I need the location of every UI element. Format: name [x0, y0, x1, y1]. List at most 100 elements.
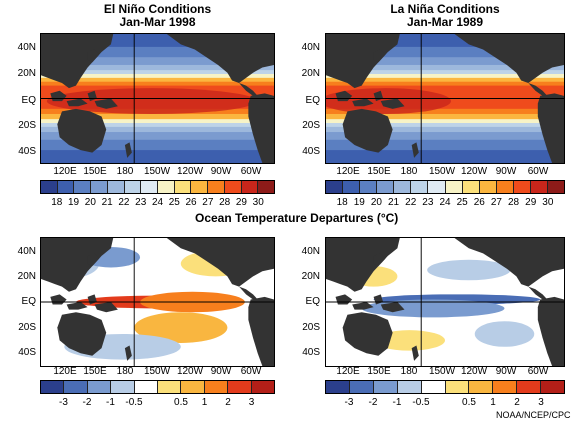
panel-title-la-nina: La Niña Conditions Jan-Mar 1989	[325, 3, 565, 29]
land-mass	[454, 238, 564, 287]
lon-label: 120E	[336, 366, 360, 377]
colorbar-swatch	[469, 381, 494, 393]
colorbar-swatch	[360, 181, 378, 193]
colorbar-swatch	[107, 181, 125, 193]
land-mass	[41, 34, 114, 89]
colorbar-tick-label: -3	[344, 397, 354, 408]
title-line-2: Jan-Mar 1989	[406, 15, 484, 29]
colorbar-tick-label: 2	[514, 397, 520, 408]
colorbar-tick-label: 20	[370, 197, 382, 208]
lon-label: 150E	[367, 366, 391, 377]
land-mass	[380, 98, 405, 109]
lon-label: 60W	[527, 366, 549, 377]
colorbar-swatch	[377, 181, 395, 193]
colorbar-tick-label: 21	[101, 197, 113, 208]
colorbar-swatch	[394, 181, 412, 193]
lon-label: 60W	[240, 366, 262, 377]
lat-label: 40S	[302, 146, 320, 157]
lon-label: 120E	[53, 166, 77, 177]
colorbar-tick-label: 3	[538, 397, 544, 408]
colorbar-sst-right	[325, 180, 565, 194]
lon-label: 180	[116, 366, 134, 377]
lat-label: 20N	[301, 271, 320, 282]
land-mass	[66, 302, 88, 310]
colorbar-swatch	[204, 381, 229, 393]
colorbar-tick-label: 26	[473, 197, 485, 208]
land-mass	[411, 345, 419, 361]
land-mass	[166, 34, 274, 84]
colorbar-tick-label: 24	[151, 197, 164, 208]
land-mass	[124, 345, 132, 361]
colorbar-swatch	[57, 181, 75, 193]
colorbar-swatch	[513, 181, 531, 193]
lon-label: 150W	[143, 366, 171, 377]
lat-label: 20S	[18, 120, 36, 131]
land-mass	[537, 296, 564, 366]
colorbar-swatch	[373, 381, 398, 393]
colorbar-swatch	[41, 181, 58, 193]
colorbar-tick-label: 0.5	[174, 397, 188, 408]
map-svg	[41, 238, 274, 366]
lat-label: 20S	[302, 120, 320, 131]
colorbar-tick-label: -0.5	[412, 397, 430, 408]
land-mass	[326, 34, 400, 89]
colorbar-swatch	[421, 381, 446, 393]
colorbar-tick-label: 29	[235, 197, 247, 208]
colorbar-swatch	[41, 381, 65, 393]
colorbar-tick-label: 29	[525, 197, 537, 208]
colorbar-swatch	[462, 181, 480, 193]
colorbar-tick-label: 23	[422, 197, 434, 208]
lon-label: 180	[400, 166, 418, 177]
lon-label: 150E	[83, 166, 107, 177]
lat-label: 40S	[302, 347, 320, 358]
lat-label: EQ	[21, 95, 36, 106]
lon-label: 60W	[240, 166, 262, 177]
colorbar-swatch	[517, 381, 542, 393]
colorbar-swatch	[251, 381, 275, 393]
map-svg	[326, 34, 564, 163]
land-mass	[528, 286, 548, 300]
lon-label: 120W	[176, 166, 204, 177]
colorbar-tick-label: 3	[248, 397, 255, 408]
lon-label: 180	[116, 166, 134, 177]
colorbar-tick-label: 18	[336, 197, 348, 208]
colorbar-tick-label: 2	[225, 397, 231, 408]
colorbar-swatch	[548, 181, 565, 193]
lon-label: 150W	[428, 166, 456, 177]
lon-label: 90W	[495, 366, 517, 377]
colorbar-swatch	[496, 181, 514, 193]
lon-label: 120W	[176, 366, 204, 377]
land-mass	[94, 98, 118, 109]
land-mass	[342, 312, 393, 356]
colorbar-tick-label: 20	[84, 197, 96, 208]
colorbar-tick-label: 0.5	[462, 397, 476, 408]
land-mass	[41, 238, 114, 292]
colorbar-tick-label: 23	[135, 197, 147, 208]
title-line-1: La Niña Conditions	[390, 2, 500, 16]
colorbar-tick-label: 18	[51, 197, 63, 208]
lat-label: 40N	[17, 42, 36, 53]
colorbar-swatch	[224, 181, 242, 193]
lat-label: 20N	[17, 271, 36, 282]
colorbar-tick-label: 1	[490, 397, 496, 408]
colorbar-swatch	[91, 181, 108, 193]
lat-label: 20N	[17, 68, 36, 79]
lat-label: 40S	[18, 146, 36, 157]
land-mass	[87, 253, 100, 267]
lon-label: 60W	[527, 166, 549, 177]
colorbar-swatch	[208, 181, 225, 193]
colorbar-swatch	[326, 181, 344, 193]
colorbar-tick-label: -2	[82, 397, 92, 408]
land-mass	[57, 312, 107, 356]
land-mass	[454, 34, 564, 84]
colorbar-tick-label: 24	[439, 197, 451, 208]
lat-label: 40N	[301, 246, 320, 257]
colorbar-swatch	[64, 381, 88, 393]
colorbar-swatch	[124, 181, 142, 193]
lon-label: 120E	[53, 366, 77, 377]
warm-pool	[46, 88, 257, 114]
colorbar-tick-label: 22	[118, 197, 130, 208]
land-mass	[380, 302, 405, 313]
anomaly-region	[474, 321, 535, 347]
lat-label: 20S	[302, 322, 320, 333]
